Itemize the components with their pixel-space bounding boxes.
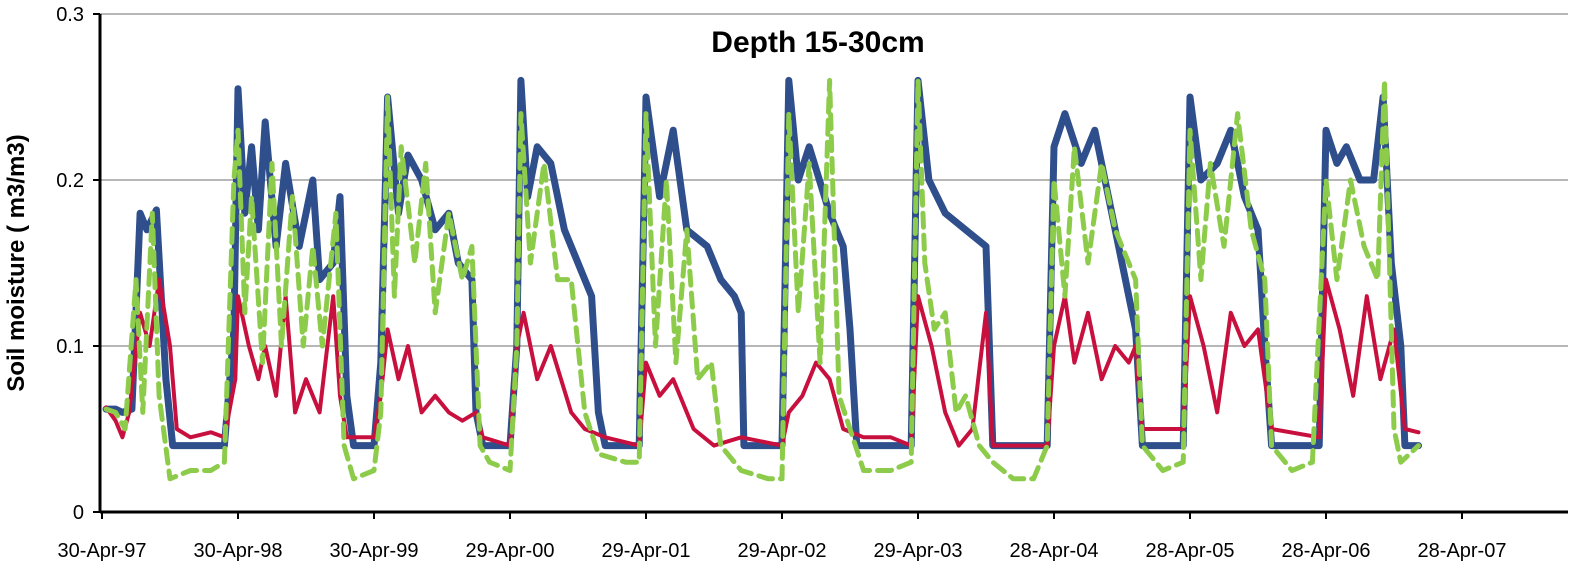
series-group <box>102 76 1422 482</box>
x-tick-label: 30-Apr-97 <box>58 540 147 562</box>
y-tick-label: 0.2 <box>56 170 84 192</box>
y-axis-label: Soil moisture ( m3/m3) <box>3 134 30 391</box>
y-tick-label: 0.3 <box>56 4 84 26</box>
tick-labels: 0 0.1 0.2 0.3 30-Apr-97 30-Apr-98 30-Apr-99 29-… <box>56 4 1506 562</box>
x-tick-label: 29-Apr-02 <box>738 540 827 562</box>
x-tick-label: 28-Apr-07 <box>1418 540 1507 562</box>
series-line-2 <box>104 277 1421 448</box>
axes <box>93 13 1568 519</box>
x-tick-label: 28-Apr-05 <box>1146 540 1235 562</box>
x-tick-label: 30-Apr-98 <box>194 540 283 562</box>
x-tick-label: 29-Apr-01 <box>602 540 691 562</box>
x-tick-label: 29-Apr-03 <box>874 540 963 562</box>
x-tick-label: 30-Apr-99 <box>330 540 419 562</box>
x-tick-label: 29-Apr-00 <box>466 540 555 562</box>
y-tick-label: 0 <box>73 502 84 524</box>
y-tick-label: 0.1 <box>56 336 84 358</box>
series-line-3 <box>103 77 1421 482</box>
x-tick-label: 28-Apr-06 <box>1282 540 1371 562</box>
chart-title: Depth 15-30cm <box>711 26 924 59</box>
x-tick-label: 28-Apr-04 <box>1010 540 1099 562</box>
